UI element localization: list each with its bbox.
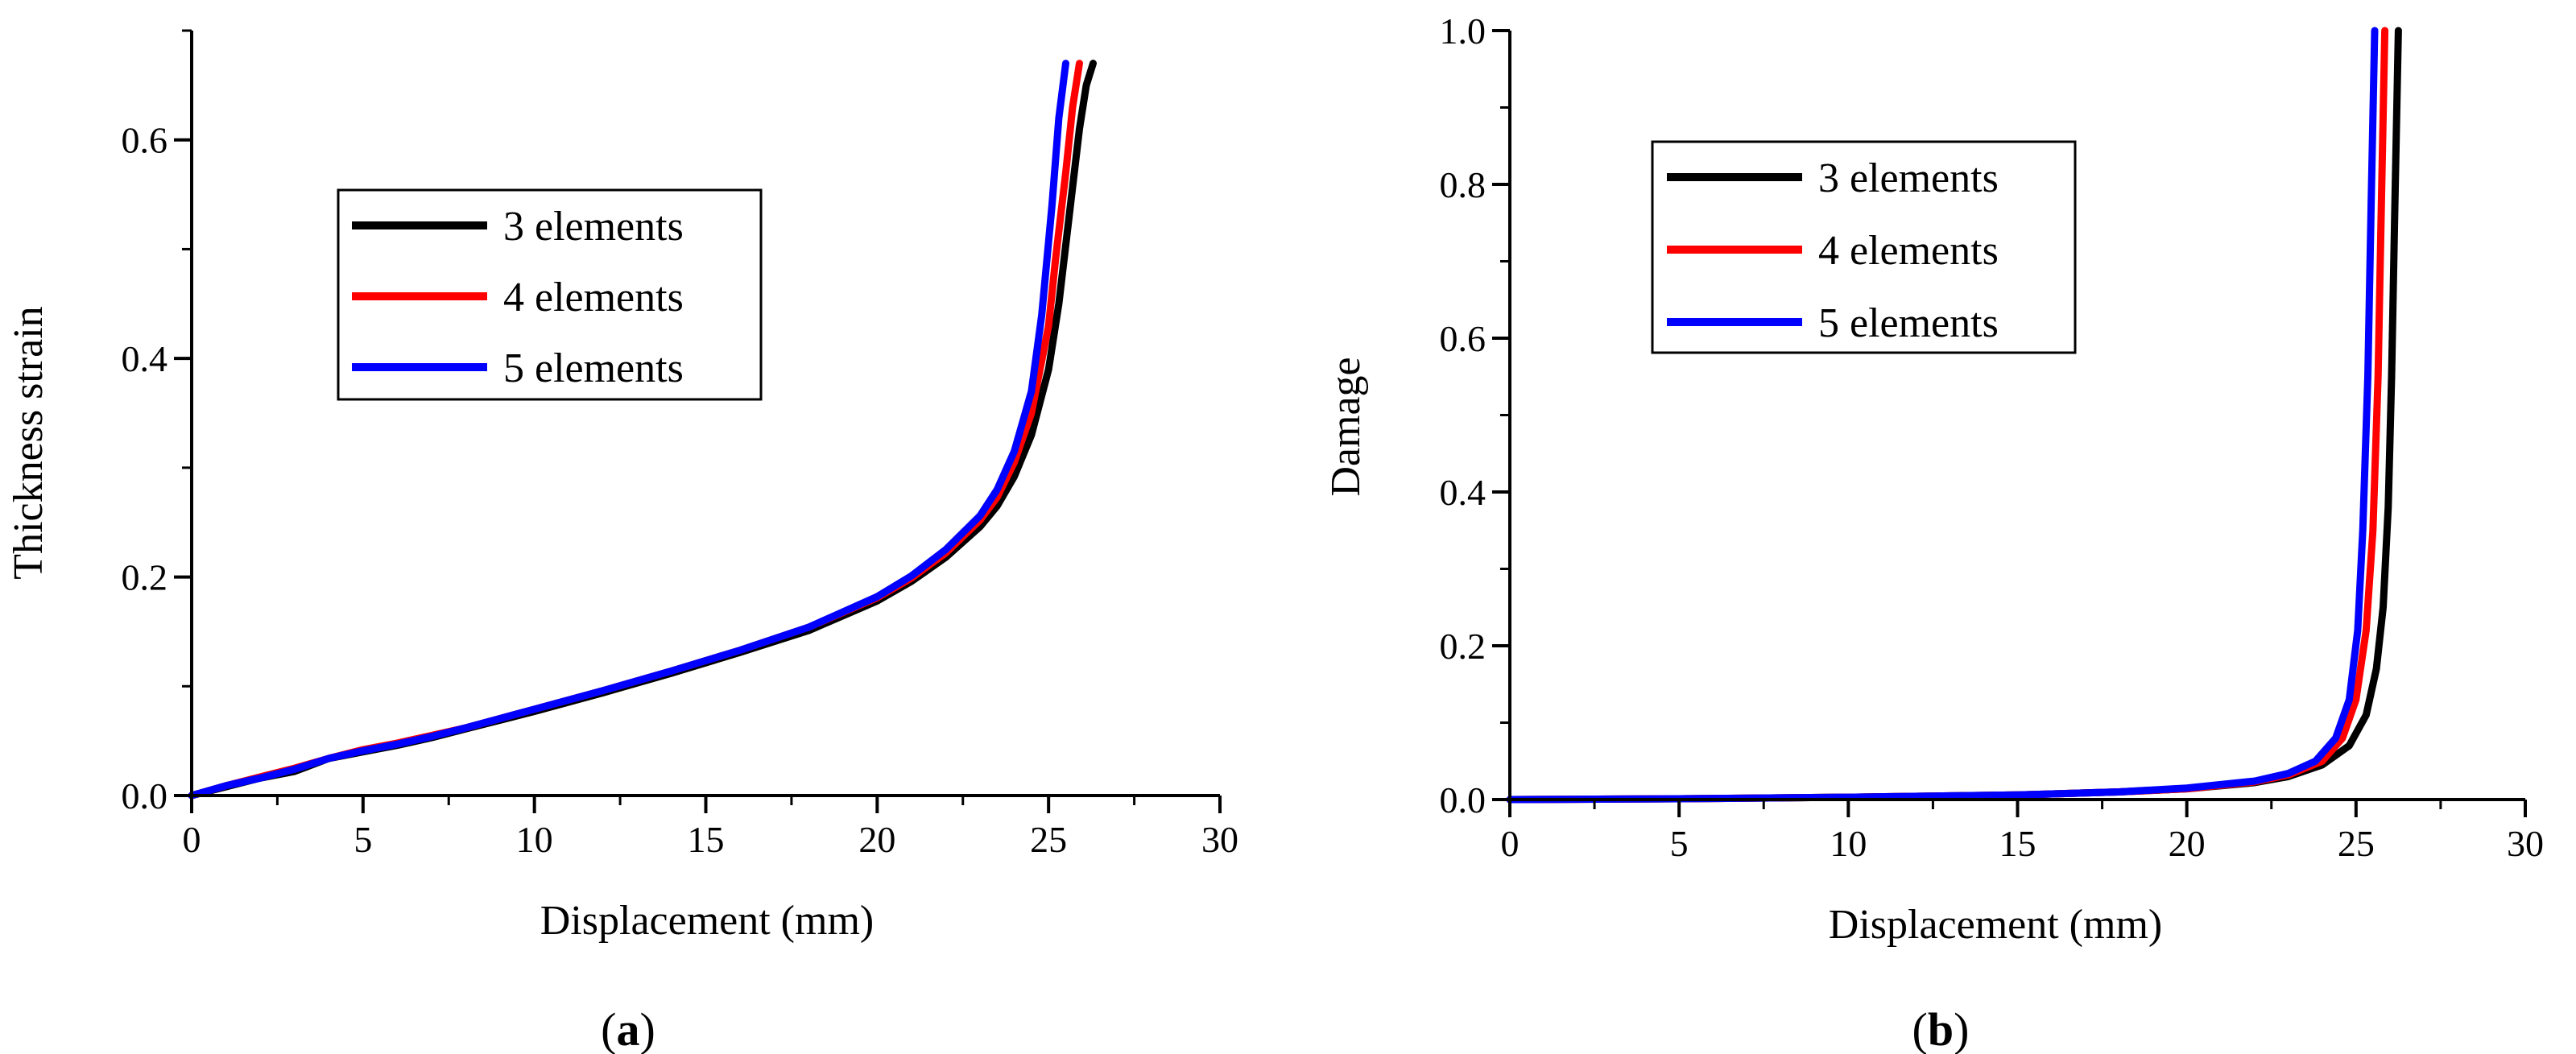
panel-a-y-axis-title: Thickness strain [6,306,52,579]
panel-a-x-tick-label: 30 [1201,819,1238,860]
panel-a-axes: 0 5 10 15 20 25 30 0.0 0.2 0.4 0.6 [122,29,1238,860]
panel-a-x-tick-label: 15 [688,819,725,860]
panel-b-x-tick-label: 5 [1670,823,1689,864]
panel-b-x-tick-label: 25 [2338,823,2375,864]
panel-b-legend: 3 elements 4 elements 5 elements [1651,140,2077,354]
panel-a-x-tick-label: 25 [1030,819,1067,860]
panel-b-caption: (b) [1912,1003,1970,1054]
panel-a-caption-letter: a [617,1003,640,1054]
panel-a-y-tick-label: 0.2 [122,557,168,598]
panel-a-legend-label-3-elements: 3 elements [503,204,684,250]
panel-b-x-axis-title: Displacement (mm) [1829,902,2162,948]
panel-b-x-tick-label: 30 [2507,823,2544,864]
panel-b-x-tick-label: 10 [1830,823,1867,864]
panel-a-x-tick-label: 5 [354,819,372,860]
panel-b-y-axis-title: Damage [1323,357,1369,496]
panel-b-x-tick-label: 20 [2169,823,2206,864]
panel-b-y-tick-label: 1.0 [1440,10,1486,52]
panel-a-y-tick-label: 0.0 [122,775,168,816]
panel-a-x-tick-label: 0 [183,819,201,860]
panel-a-caption: (a) [601,1003,655,1054]
panel-a-x-axis-title: Displacement (mm) [540,898,874,944]
panel-a-y-tick-label: 0.4 [122,338,168,379]
panel-b-x-tick-label: 0 [1501,823,1520,864]
panel-a-legend: 3 elements 4 elements 5 elements [337,188,763,401]
panel-b-legend-label-3-elements: 3 elements [1818,155,1999,201]
panel-b-damage-chart: 0 5 10 15 20 25 30 0.0 0.2 0.4 0.6 0.8 1.0 Damage Di… [1323,10,2544,1054]
panel-b-caption-letter: b [1928,1003,1954,1054]
panel-b-y-tick-label: 0.6 [1440,318,1486,359]
panel-b-legend-label-5-elements: 5 elements [1818,300,1999,346]
panel-a-x-tick-label: 20 [858,819,895,860]
panel-b-series-group [1506,27,2402,804]
panel-a-x-tick-label: 10 [516,819,553,860]
panel-b-x-tick-label: 15 [1999,823,2036,864]
panel-b-y-tick-label: 0.8 [1440,164,1486,205]
panel-b-axes: 0 5 10 15 20 25 30 0.0 0.2 0.4 0.6 0.8 1.0 [1440,10,2545,864]
panel-b-series-line-5-elements [1506,27,2379,804]
panel-a-series-line-5-elements [188,60,1069,800]
panel-b-y-tick-label: 0.0 [1440,779,1486,820]
panel-a-series-line-3-elements [188,60,1097,800]
panel-b-y-tick-label: 0.4 [1440,472,1486,513]
panel-a-legend-label-5-elements: 5 elements [503,345,684,391]
panel-a-legend-label-4-elements: 4 elements [503,275,684,320]
panel-a-thickness-strain-chart: 0 5 10 15 20 25 30 0.0 0.2 0.4 0.6 Thickness strai… [6,29,1238,1054]
panel-b-y-tick-label: 0.2 [1440,626,1486,667]
panel-a-series-group [188,60,1097,800]
panel-a-y-tick-label: 0.6 [122,120,168,161]
panel-b-legend-label-4-elements: 4 elements [1818,228,1999,274]
